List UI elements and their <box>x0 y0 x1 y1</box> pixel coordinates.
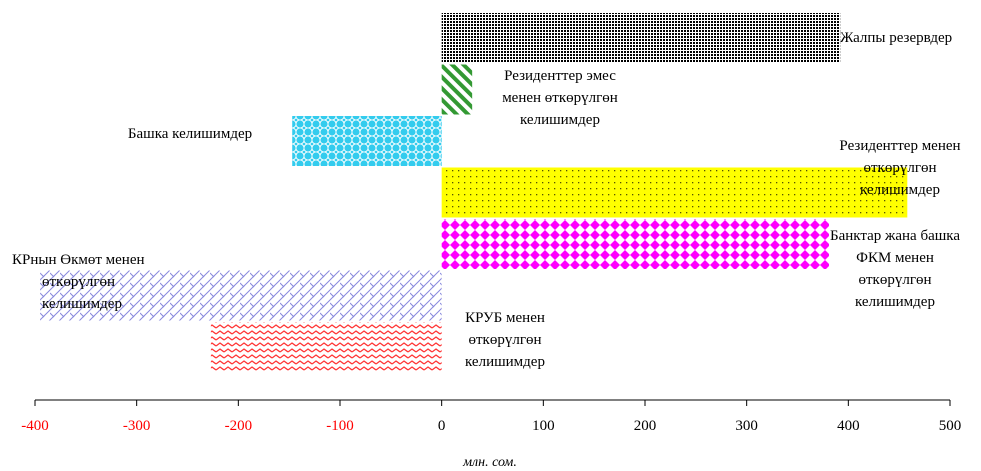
bar-label-0-line-0: Жалпы резервдер <box>840 30 952 46</box>
bar-label-4-line-1: ФКМ менен <box>856 250 934 266</box>
bar-label-3-line-2: келишимдер <box>860 182 940 198</box>
x-tick-label-9: 500 <box>939 418 962 434</box>
bar-label-1: Резиденттер эмес менен өткөрүлгөн келишимд… <box>502 68 618 128</box>
bar-label-5-line-2: келишимдер <box>42 296 122 312</box>
x-tick-label-5: 100 <box>532 418 555 434</box>
bar-label-6-line-0: КРУБ менен <box>465 310 545 326</box>
bar-5 <box>40 270 442 321</box>
bar-2 <box>292 116 442 166</box>
bar-label-6: КРУБ менен өткөрүлгөн келишимдер <box>465 310 545 370</box>
x-axis-ticks: -400 -300 -200 -100 0 100 200 300 400 500 <box>21 400 961 434</box>
bar-label-2-line-0: Башка келишимдер <box>128 126 252 142</box>
bar-label-5-line-1: өткөрүлгөн <box>42 274 115 290</box>
bar-label-1-line-2: келишимдер <box>520 112 600 128</box>
bar-label-4-line-2: өткөрүлгөн <box>858 272 931 288</box>
bar-6 <box>210 322 442 372</box>
x-tick-label-3: -100 <box>326 418 354 434</box>
x-tick-label-2: -200 <box>225 418 253 434</box>
bar-label-0: Жалпы резервдер <box>840 30 952 46</box>
x-tick-label-7: 300 <box>735 418 758 434</box>
bar-0 <box>441 13 841 63</box>
bar-label-3-line-1: өткөрүлгөн <box>863 160 936 176</box>
bar-label-3-line-0: Резиденттер менен <box>839 138 960 154</box>
x-tick-label-0: -400 <box>21 418 49 434</box>
bar-label-4: Банктар жана башка ФКМ менен өткөрүлгөн кел… <box>830 228 960 310</box>
bar-label-1-line-0: Резиденттер эмес <box>504 68 616 84</box>
bar-label-3: Резиденттер менен өткөрүлгөн келишимдер <box>839 138 960 198</box>
bar-3 <box>441 167 908 218</box>
bars-layer <box>40 13 908 372</box>
x-tick-label-8: 400 <box>837 418 860 434</box>
bar-label-4-line-3: келишимдер <box>855 294 935 310</box>
bar-label-6-line-1: өткөрүлгөн <box>468 332 541 348</box>
x-tick-label-4: 0 <box>438 418 446 434</box>
bar-1 <box>441 64 473 115</box>
bar-4 <box>441 219 830 269</box>
x-axis-title: млн. сом. <box>462 455 517 470</box>
x-tick-label-1: -300 <box>123 418 151 434</box>
bar-label-4-line-0: Банктар жана башка <box>830 228 960 244</box>
bar-label-5: КРнын Өкмөт менен өткөрүлгөн келишимдер <box>12 252 145 312</box>
bar-label-6-line-2: келишимдер <box>465 354 545 370</box>
bar-labels-layer: Жалпы резервдер Резиденттер эмес менен өтк… <box>12 30 961 370</box>
bar-label-2: Башка келишимдер <box>128 126 252 142</box>
x-tick-label-6: 200 <box>634 418 657 434</box>
bar-label-1-line-1: менен өткөрүлгөн <box>502 90 618 106</box>
bar-label-5-line-0: КРнын Өкмөт менен <box>12 252 145 268</box>
